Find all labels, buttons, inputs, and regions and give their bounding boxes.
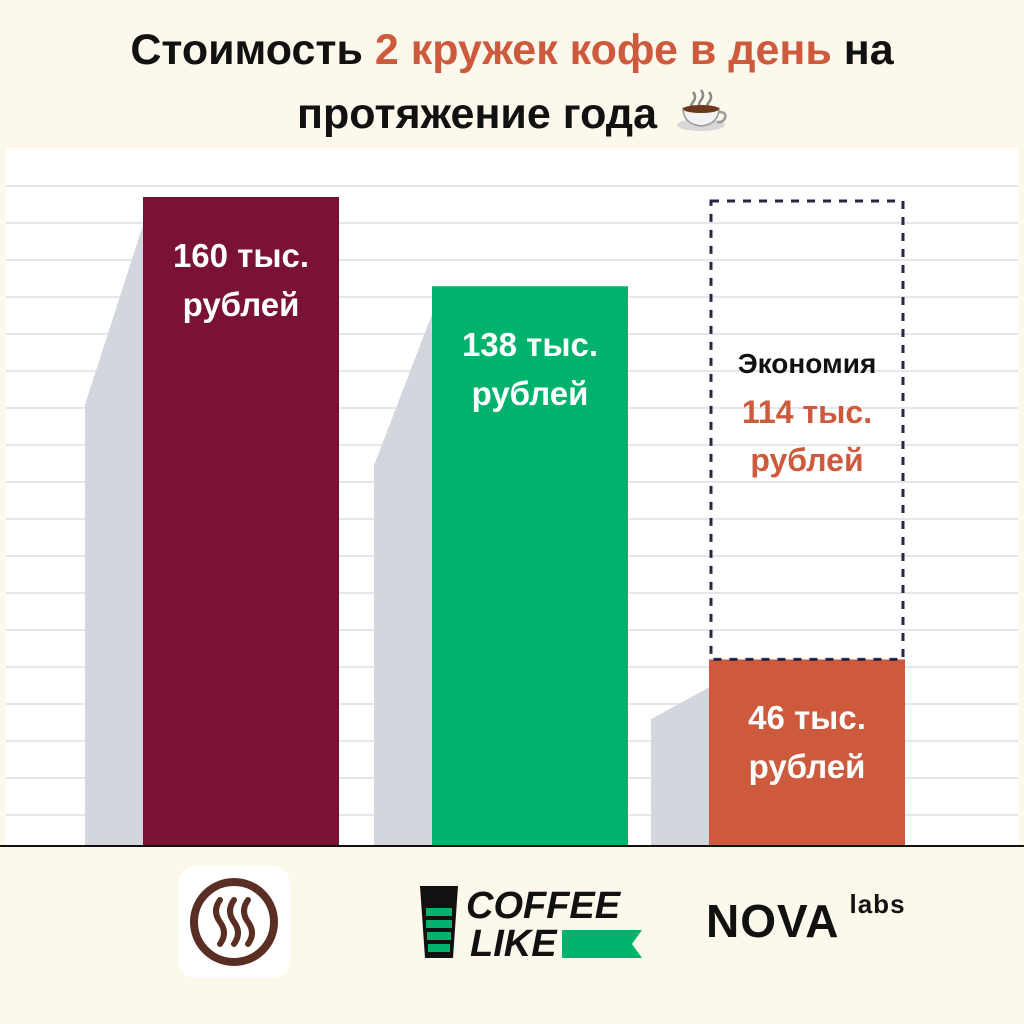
savings-outline <box>709 199 905 661</box>
chart-title: Стоимость 2 кружек кофе в день на протяж… <box>0 18 1024 150</box>
bar <box>709 659 905 846</box>
title-highlight: 2 кружек кофе в день <box>374 26 832 74</box>
bars <box>143 197 905 846</box>
title-part-2: на <box>831 26 894 74</box>
nova-sup: labs <box>849 888 906 919</box>
nova-labs-logo: NOVA labs <box>706 889 906 948</box>
bar-value-line2: рублей <box>748 748 866 786</box>
bar-shadow <box>651 687 709 846</box>
bar-value-line1: 160 тыс. <box>172 237 310 274</box>
coffee-like-line1: COFFEE <box>466 885 622 927</box>
bar-value-line2: рублей <box>471 375 589 413</box>
savings-word: Экономия <box>737 348 877 379</box>
coffee-cup-icon <box>675 86 727 150</box>
bar-value-label: 160 тыс. рублей <box>143 231 339 329</box>
title-part-1: Стоимость <box>130 26 375 74</box>
steam-cup-logo-icon <box>178 866 290 983</box>
bar-value-line1: 138 тыс. <box>461 326 599 364</box>
bar-shadow <box>374 314 432 846</box>
bar-shadow <box>85 225 143 846</box>
ribbon-icon <box>562 930 642 958</box>
bar-value-line2: рублей <box>182 286 300 323</box>
savings-value: 114 тыс. <box>741 394 873 430</box>
bar-shadows <box>85 225 709 846</box>
coffee-like-line2: LIKE <box>470 923 558 962</box>
savings-label: Экономия 114 тыс. рублей <box>709 340 905 484</box>
bar-value-label: 138 тыс. рублей <box>432 320 628 418</box>
nova-name: NOVA <box>706 895 840 947</box>
bar <box>432 286 628 846</box>
bar-value-label: 46 тыс. рублей <box>709 693 905 791</box>
bar <box>143 197 339 846</box>
title-line-2: протяжение года <box>297 90 657 138</box>
coffee-like-logo: COFFEE LIKE <box>414 880 646 967</box>
bar-value-line1: 46 тыс. <box>748 699 866 737</box>
savings-value: рублей <box>750 442 864 478</box>
